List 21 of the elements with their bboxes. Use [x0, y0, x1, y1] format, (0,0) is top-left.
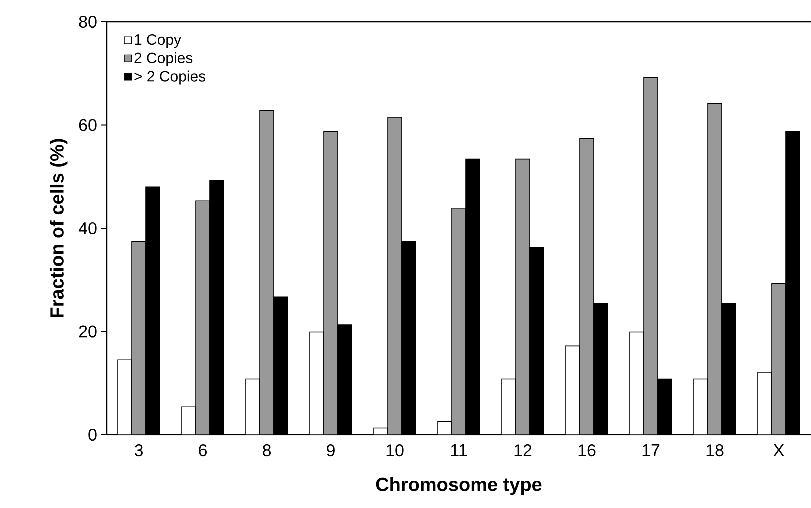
- x-tick-label: X: [774, 444, 784, 456]
- y-tick-label: 60: [79, 119, 97, 132]
- x-tick-label: 11: [451, 444, 467, 456]
- x-tick-label: 8: [263, 444, 271, 457]
- y-axis-title: Fraction of cells (%): [50, 139, 68, 318]
- x-tick-label: 6: [199, 444, 207, 457]
- x-tick-label: 3: [134, 444, 143, 457]
- legend-label: > 2 Copies: [134, 70, 206, 85]
- x-tick-label: 18: [706, 444, 724, 457]
- x-tick-label: 9: [327, 444, 335, 457]
- y-tick-label: 80: [79, 16, 97, 28]
- x-tick-label: 12: [514, 444, 532, 456]
- x-axis-title: Chromosome type: [376, 477, 542, 496]
- legend-label: 1 Copy: [135, 34, 182, 48]
- y-tick-label: 0: [88, 428, 97, 442]
- x-tick-label: 17: [642, 444, 660, 456]
- x-tick-label: 16: [578, 444, 596, 457]
- y-tick-label: 40: [78, 222, 97, 235]
- x-tick-label: 10: [386, 444, 404, 457]
- y-tick-label: 20: [79, 326, 97, 338]
- legend-label: 2 Copies: [134, 52, 193, 66]
